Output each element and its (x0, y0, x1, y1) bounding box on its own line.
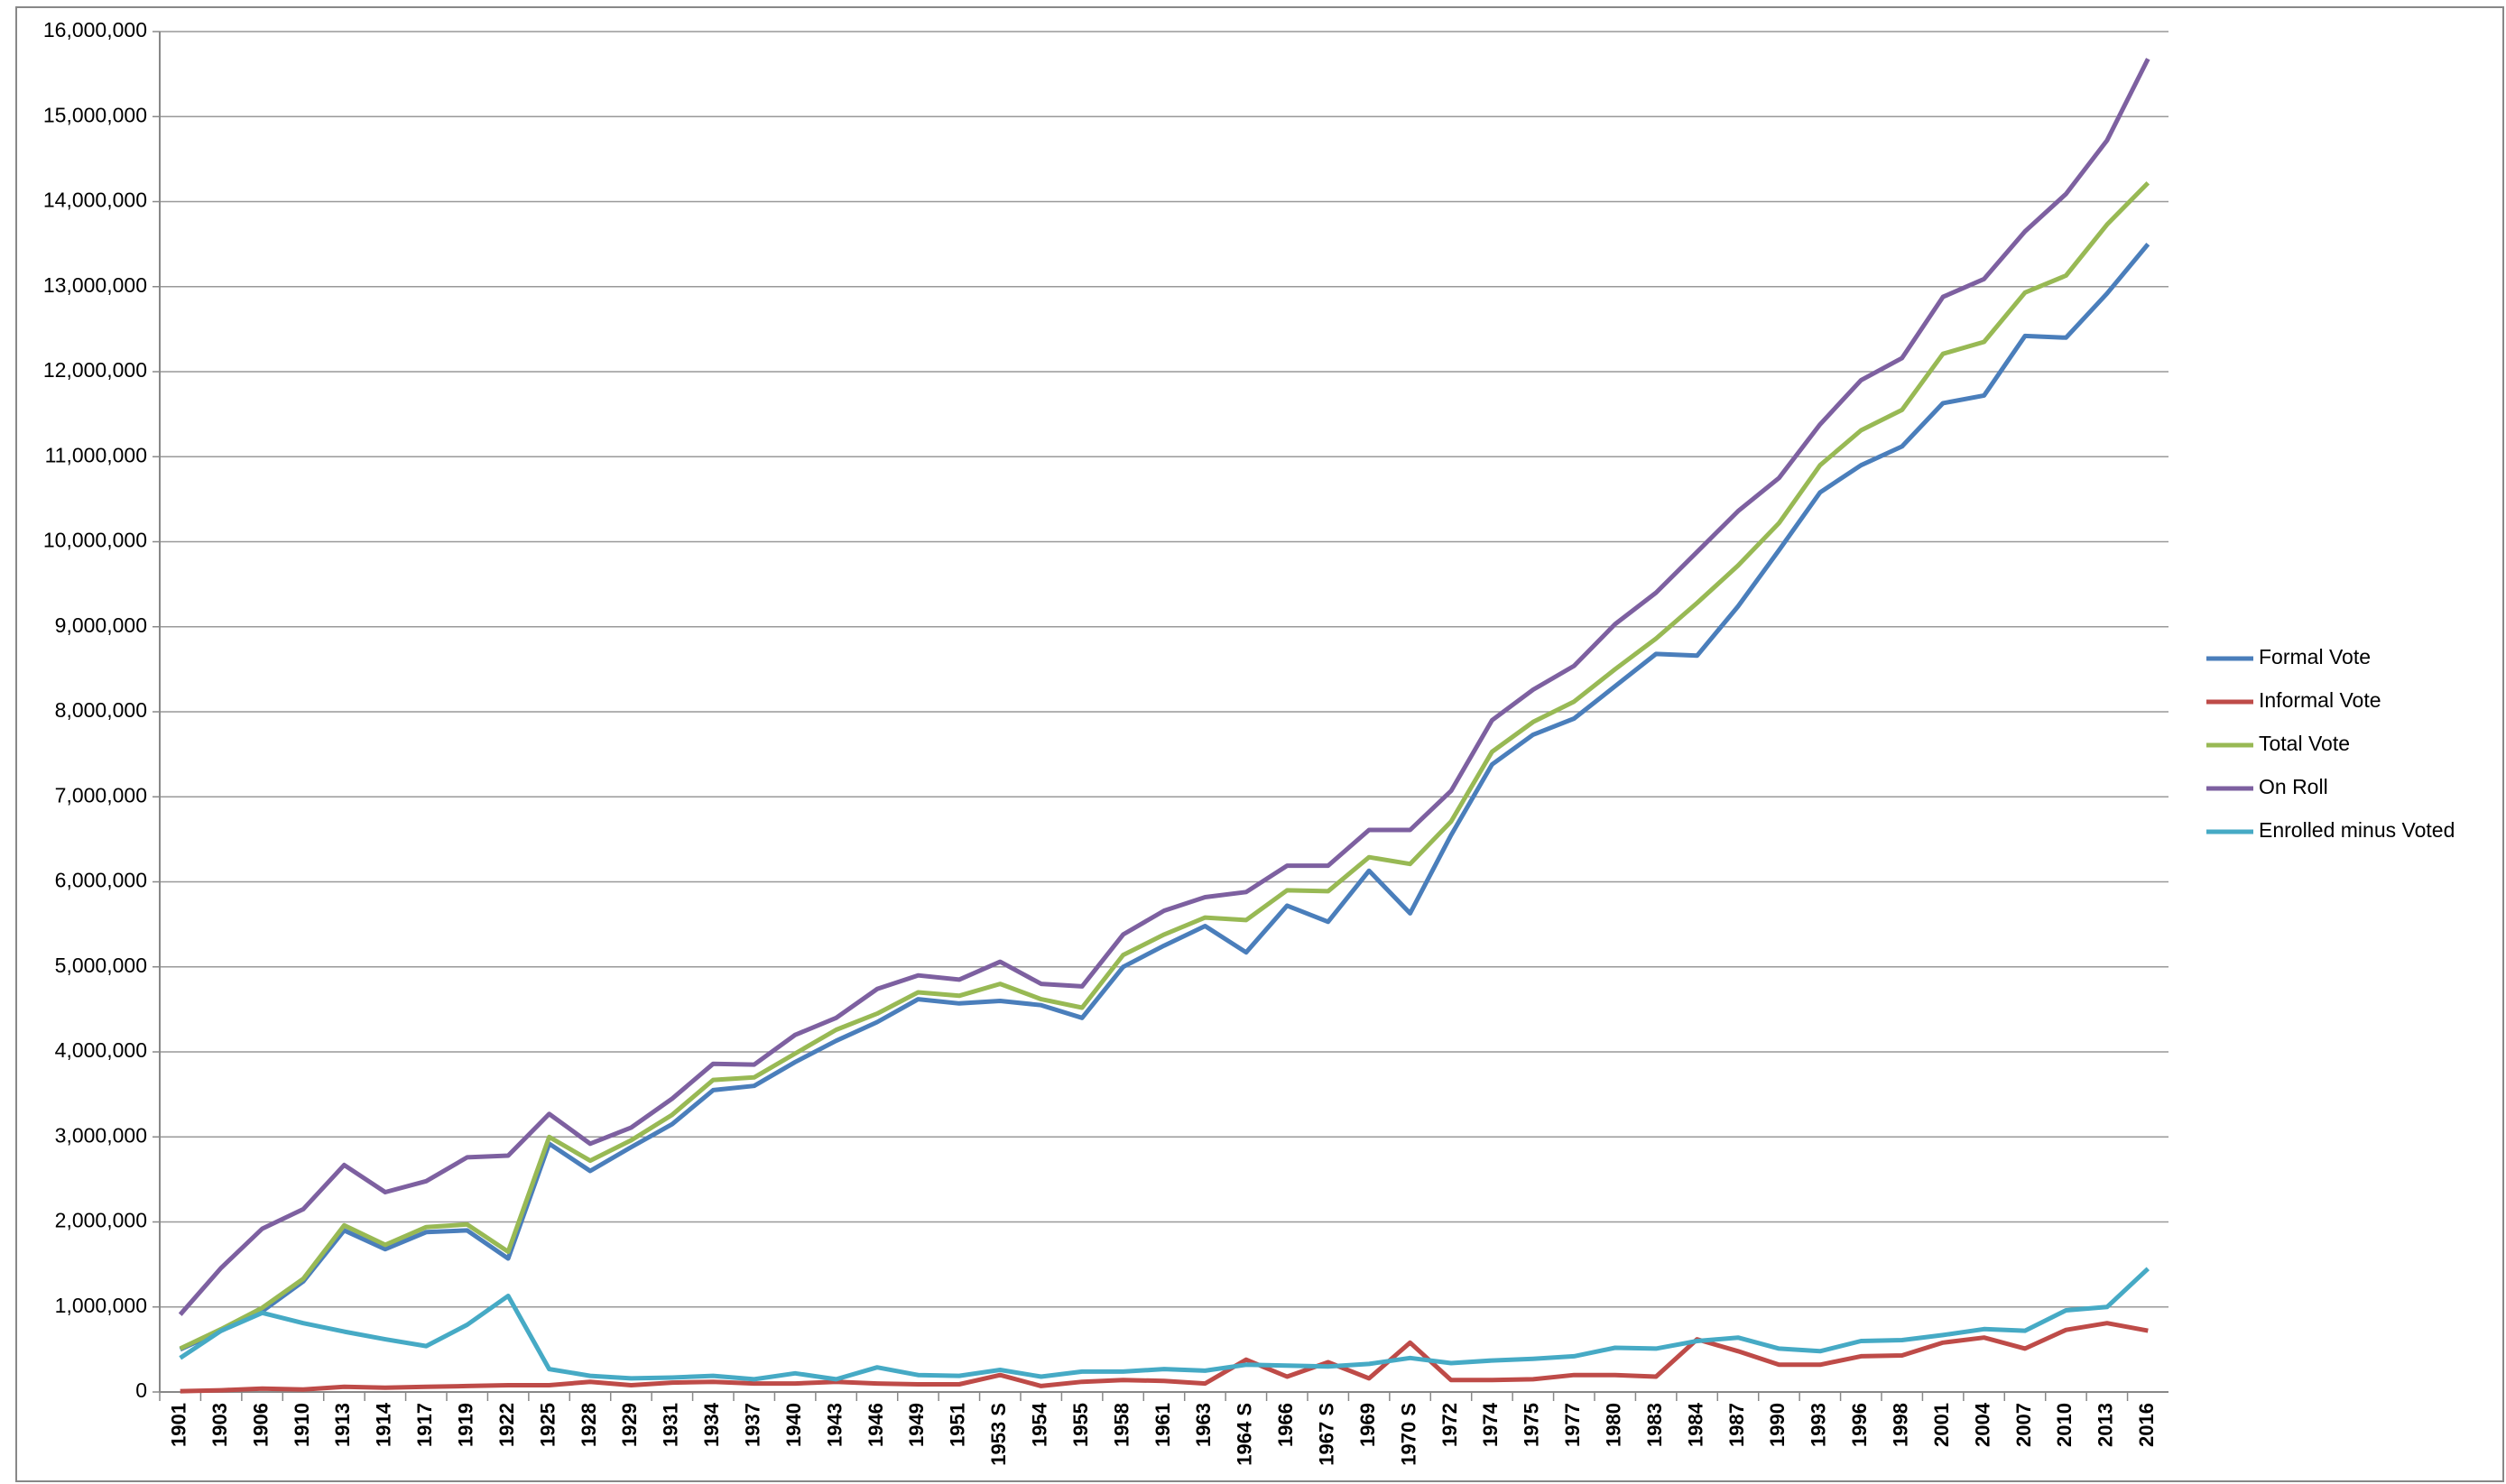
y-tick-label: 2,000,000 (55, 1209, 147, 1232)
x-tick-label: 1937 (742, 1403, 764, 1447)
x-tick-label: 1906 (249, 1403, 272, 1447)
x-tick-label: 2004 (1971, 1402, 1993, 1447)
x-tick-label: 1925 (536, 1403, 559, 1447)
x-tick-label: 1946 (865, 1403, 887, 1447)
chart-frame (15, 6, 2504, 1482)
legend-label: Total Vote (2259, 732, 2350, 755)
x-tick-label: 1967 S (1316, 1403, 1338, 1466)
x-tick-label: 2013 (2094, 1403, 2117, 1447)
x-tick-label: 1953 S (987, 1403, 1010, 1466)
series-line (179, 1267, 2150, 1382)
x-tick-label: 1983 (1643, 1403, 1666, 1447)
x-tick-label: 1963 (1192, 1403, 1215, 1447)
series-line (178, 58, 2150, 1316)
y-tick-label: 0 (135, 1378, 147, 1402)
x-tick-label: 1929 (618, 1403, 641, 1447)
x-tick-label: 1998 (1890, 1403, 1912, 1447)
x-tick-label: 1980 (1603, 1403, 1625, 1447)
y-tick-label: 5,000,000 (55, 954, 147, 977)
y-tick-label: 14,000,000 (43, 189, 147, 212)
y-tick-label: 6,000,000 (55, 869, 147, 892)
x-tick-label: 1987 (1725, 1403, 1748, 1447)
x-tick-label: 1975 (1521, 1403, 1543, 1447)
x-tick-label: 1958 (1110, 1403, 1133, 1447)
series-line (180, 1321, 2149, 1394)
legend-label: On Roll (2259, 775, 2328, 798)
y-tick-label: 7,000,000 (55, 783, 147, 807)
x-tick-label: 1955 (1069, 1403, 1092, 1447)
legend-label: Informal Vote (2259, 688, 2381, 712)
x-tick-label: 1934 (700, 1402, 723, 1447)
x-tick-label: 1928 (578, 1403, 600, 1447)
x-tick-label: 1966 (1274, 1403, 1297, 1447)
x-tick-label: 1913 (331, 1403, 354, 1447)
x-tick-label: 1901 (168, 1403, 190, 1447)
x-tick-label: 1961 (1151, 1403, 1174, 1447)
x-tick-label: 1949 (905, 1403, 928, 1447)
y-tick-label: 15,000,000 (43, 103, 147, 126)
x-tick-label: 2010 (2053, 1403, 2076, 1447)
x-tick-label: 1914 (373, 1402, 395, 1447)
x-tick-label: 1970 S (1397, 1403, 1419, 1466)
legend-label: Formal Vote (2259, 645, 2371, 668)
y-tick-label: 13,000,000 (43, 273, 147, 297)
series-line (179, 181, 2150, 1351)
x-tick-label: 1996 (1848, 1403, 1871, 1447)
x-tick-label: 1969 (1356, 1403, 1379, 1447)
x-tick-label: 1917 (413, 1403, 436, 1447)
x-tick-label: 2007 (2012, 1403, 2035, 1447)
y-tick-label: 3,000,000 (55, 1123, 147, 1147)
x-tick-label: 2001 (1930, 1403, 1953, 1447)
series-line (179, 243, 2150, 1352)
x-tick-label: 1984 (1684, 1402, 1706, 1447)
y-tick-label: 8,000,000 (55, 698, 147, 722)
y-tick-label: 11,000,000 (45, 443, 147, 466)
x-tick-label: 1922 (495, 1403, 518, 1447)
legend-label: Enrolled minus Voted (2259, 818, 2455, 842)
y-tick-label: 4,000,000 (55, 1038, 147, 1062)
x-tick-label: 1993 (1808, 1403, 1830, 1447)
y-tick-label: 12,000,000 (43, 358, 147, 382)
y-tick-label: 9,000,000 (55, 613, 147, 637)
x-tick-label: 1919 (455, 1403, 477, 1447)
x-tick-label: 1964 S (1234, 1403, 1256, 1466)
x-tick-label: 1954 (1029, 1402, 1051, 1447)
x-tick-label: 2016 (2135, 1403, 2158, 1447)
x-tick-label: 1910 (291, 1403, 313, 1447)
y-tick-label: 10,000,000 (43, 529, 147, 552)
x-tick-label: 1951 (947, 1403, 969, 1447)
x-tick-label: 1931 (660, 1403, 682, 1447)
x-tick-label: 1940 (782, 1403, 805, 1447)
x-tick-label: 1943 (823, 1403, 846, 1447)
x-tick-label: 1974 (1479, 1402, 1502, 1447)
y-tick-label: 1,000,000 (55, 1294, 147, 1317)
y-tick-label: 16,000,000 (43, 18, 147, 41)
x-tick-label: 1972 (1438, 1403, 1461, 1447)
x-tick-label: 1903 (208, 1403, 231, 1447)
x-tick-label: 1990 (1766, 1403, 1789, 1447)
x-tick-label: 1977 (1561, 1403, 1584, 1447)
